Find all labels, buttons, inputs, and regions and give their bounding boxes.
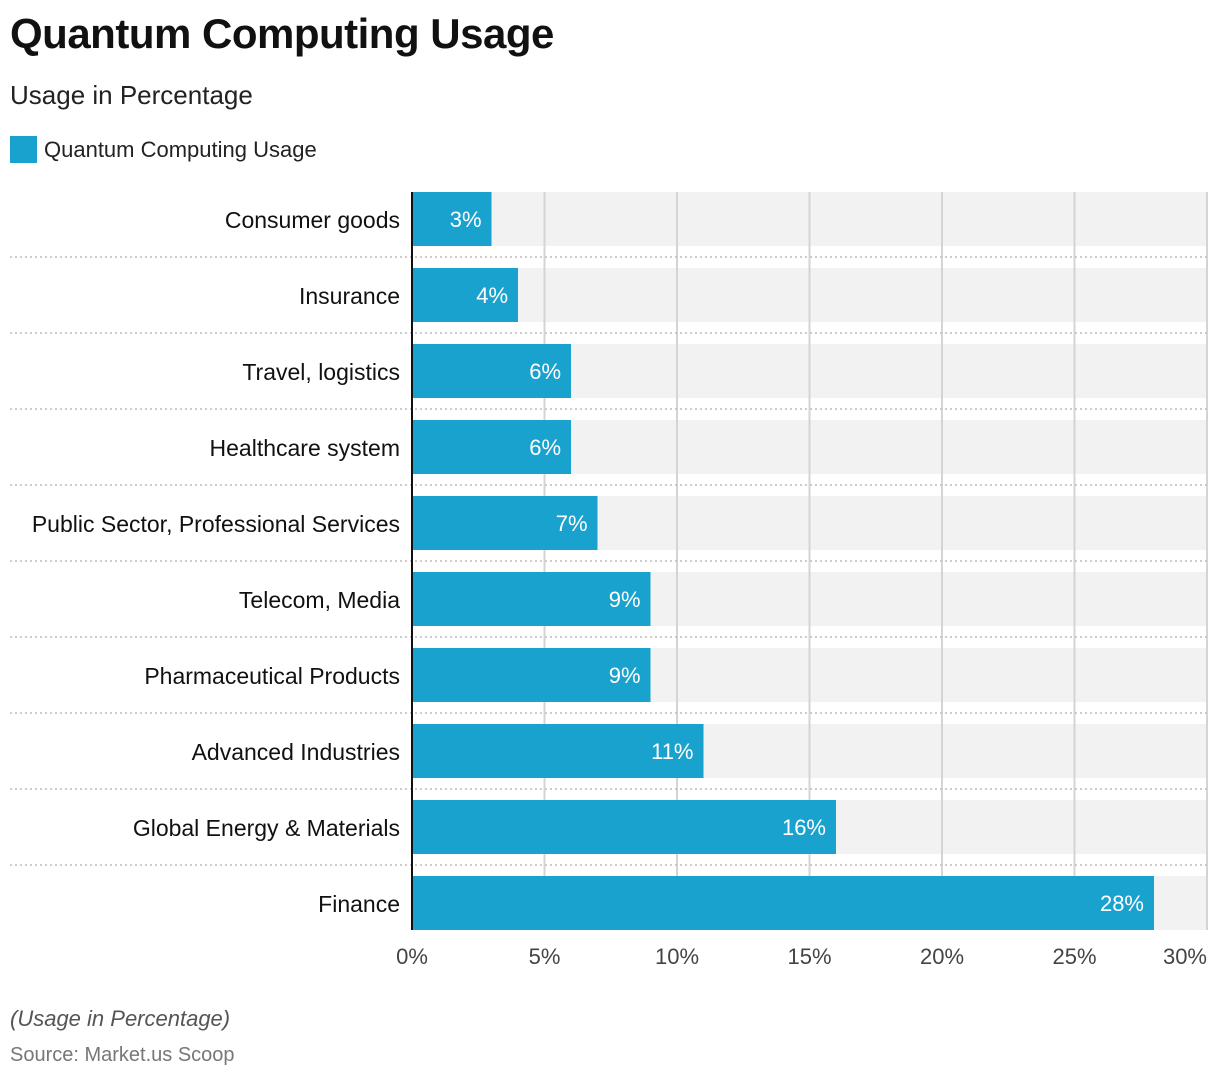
legend-swatch xyxy=(10,136,37,163)
bar xyxy=(412,572,651,626)
category-label: Public Sector, Professional Services xyxy=(32,511,400,537)
category-label: Finance xyxy=(318,891,400,917)
chart-note: (Usage in Percentage) xyxy=(10,1006,231,1031)
bar xyxy=(412,268,518,322)
category-label: Advanced Industries xyxy=(192,739,400,765)
category-label: Pharmaceutical Products xyxy=(144,663,400,689)
bar-value-label: 3% xyxy=(450,207,482,232)
bar xyxy=(412,800,836,854)
bar xyxy=(412,496,598,550)
bar xyxy=(412,724,704,778)
chart-title: Quantum Computing Usage xyxy=(10,10,554,57)
bar-value-label: 6% xyxy=(529,359,561,384)
category-label: Consumer goods xyxy=(225,207,400,233)
x-tick-label: 15% xyxy=(787,944,831,969)
bar-value-label: 6% xyxy=(529,435,561,460)
legend-label: Quantum Computing Usage xyxy=(44,136,317,162)
bar xyxy=(412,192,492,246)
x-tick-label: 20% xyxy=(920,944,964,969)
chart-subtitle: Usage in Percentage xyxy=(10,80,253,110)
bar xyxy=(412,344,571,398)
chart-source: Source: Market.us Scoop xyxy=(10,1044,235,1066)
x-tick-label: 30% xyxy=(1163,944,1207,969)
bar-value-label: 28% xyxy=(1100,891,1144,916)
bar-value-label: 4% xyxy=(476,283,508,308)
legend: Quantum Computing Usage xyxy=(10,136,317,163)
x-tick-label: 25% xyxy=(1052,944,1096,969)
bar-chart: 3% Consumer goods 4% Insurance 6% Travel, log… xyxy=(10,192,1208,969)
bar-value-label: 7% xyxy=(556,511,588,536)
x-tick-label: 0% xyxy=(396,944,428,969)
bar-value-label: 11% xyxy=(651,739,693,764)
category-label: Insurance xyxy=(299,283,400,309)
bar-value-label: 9% xyxy=(609,663,641,688)
category-label: Telecom, Media xyxy=(239,587,400,613)
category-label: Global Energy & Materials xyxy=(133,815,400,841)
category-label: Travel, logistics xyxy=(242,359,400,385)
category-label: Healthcare system xyxy=(210,435,400,461)
bar xyxy=(412,876,1154,930)
bar-value-label: 9% xyxy=(609,587,641,612)
bar xyxy=(412,420,571,474)
bar-value-label: 16% xyxy=(782,815,826,840)
x-tick-label: 10% xyxy=(655,944,699,969)
x-tick-label: 5% xyxy=(529,944,561,969)
bar xyxy=(412,648,651,702)
